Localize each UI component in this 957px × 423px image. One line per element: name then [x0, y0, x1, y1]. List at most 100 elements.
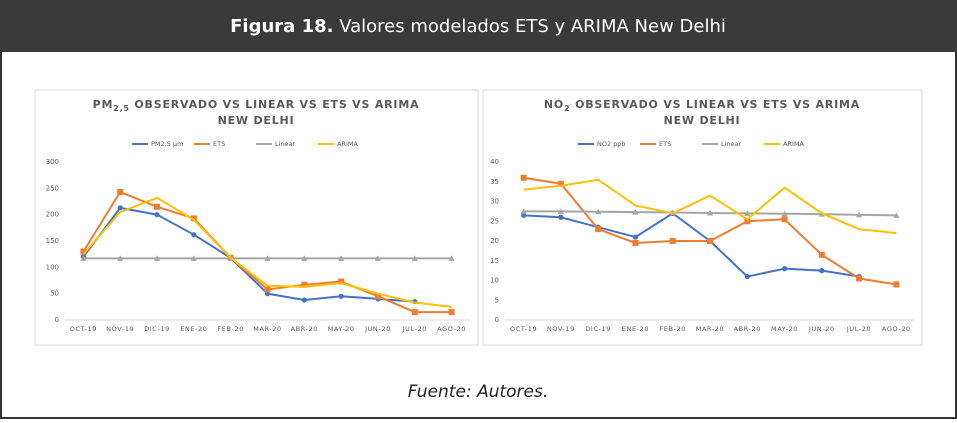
x-tick-label: JUL-20 [402, 325, 427, 333]
title-part: OBSERVADO VS LINEAR VS ETS VS ARIMA [570, 98, 860, 111]
point [80, 255, 87, 261]
point [744, 218, 751, 225]
x-tick-label: DIC-19 [144, 325, 170, 333]
x-tick-label: OCT-19 [70, 325, 97, 333]
x-tick-label: FEB-20 [659, 325, 686, 333]
point [448, 255, 455, 261]
point [893, 281, 900, 288]
point [558, 214, 564, 220]
point [374, 255, 381, 261]
y-tick-label: 15 [490, 257, 499, 265]
point [557, 180, 564, 187]
y-tick-label: 150 [46, 237, 59, 245]
point [338, 293, 344, 299]
y-tick-label: 0 [55, 316, 59, 324]
point [781, 216, 788, 223]
chart-title: NEW DELHI [664, 114, 741, 127]
title-subscript: 2 [564, 104, 570, 113]
y-tick-label: 250 [46, 184, 59, 192]
title-subscript: 2,5 [113, 104, 130, 113]
point [781, 266, 788, 272]
point [117, 255, 124, 261]
x-tick-label: AGO-20 [437, 325, 466, 333]
x-tick-label: AGO-20 [882, 325, 911, 333]
point [744, 210, 751, 216]
x-tick-label: FEB-20 [217, 325, 244, 333]
y-tick-label: 200 [46, 211, 59, 219]
point [117, 189, 124, 196]
header-band [0, 0, 957, 52]
x-tick-label: MAR-20 [253, 325, 282, 333]
point [190, 215, 197, 222]
chart-box [34, 89, 479, 346]
series-line [82, 196, 452, 308]
point [264, 255, 271, 261]
y-tick-label: 35 [490, 178, 499, 186]
x-tick-label: NOV-19 [547, 325, 575, 333]
y-tick-label: 25 [490, 217, 499, 225]
point [595, 226, 602, 233]
point [781, 210, 788, 217]
series-line [82, 206, 415, 303]
point [893, 212, 900, 218]
point [301, 255, 308, 261]
point [374, 293, 381, 300]
y-tick-label: 50 [50, 290, 59, 298]
title-part: NO [544, 98, 564, 111]
title-part: OBSERVADO VS LINEAR VS ETS VS ARIMA [130, 98, 420, 111]
point [338, 255, 345, 261]
x-tick-label: DIC-19 [585, 325, 611, 333]
point [521, 212, 527, 218]
point [557, 208, 564, 214]
x-tick-label: ABR-20 [291, 325, 318, 333]
point [190, 255, 197, 261]
header-label: Figura 18. [230, 16, 333, 37]
legend-label: PM2,5 µm [151, 140, 183, 148]
point [632, 209, 639, 215]
x-tick-label: ABR-20 [734, 325, 761, 333]
point [117, 205, 123, 211]
chart-title: NO2 OBSERVADO VS LINEAR VS ETS VS ARIMA [544, 98, 860, 113]
x-tick-label: ENE-20 [622, 325, 649, 333]
header: Figura 18. Valores modelados ETS y ARIMA… [230, 16, 726, 37]
header-text: Valores modelados ETS y ARIMA New Delhi [339, 16, 726, 37]
point [632, 234, 639, 240]
point [154, 212, 160, 218]
y-tick-label: 10 [490, 277, 499, 285]
source: Fuente: Autores. [408, 382, 549, 402]
point [338, 278, 345, 285]
legend-label: NO2 ppb [597, 140, 626, 148]
legend-label: ETS [213, 140, 225, 148]
point [411, 309, 418, 316]
y-tick-label: 100 [46, 263, 59, 271]
point [744, 273, 750, 280]
x-tick-label: JUL-20 [846, 325, 871, 333]
x-tick-label: MAR-20 [696, 325, 725, 333]
point [707, 238, 713, 244]
y-tick-label: 5 [495, 296, 499, 304]
point [154, 203, 161, 210]
title-part: PM [93, 98, 114, 111]
x-tick-label: JUN-20 [364, 325, 391, 333]
x-tick-label: MAY-20 [771, 325, 798, 333]
point [448, 309, 455, 316]
point [856, 275, 863, 282]
point [301, 281, 308, 288]
legend-label: ETS [659, 140, 671, 148]
point [818, 251, 825, 258]
point [707, 209, 713, 216]
legend-label: ARIMA [337, 140, 358, 148]
legend-label: Linear [275, 140, 296, 148]
x-tick-label: OCT-19 [510, 325, 537, 333]
point [264, 286, 271, 293]
chart-title: NEW DELHI [218, 114, 295, 127]
point [819, 268, 825, 274]
series-line [523, 212, 860, 278]
point [669, 238, 676, 244]
series-line [523, 178, 897, 235]
point [632, 239, 639, 246]
point [595, 208, 602, 215]
legend-label: ARIMA [783, 140, 804, 148]
y-tick-label: 20 [490, 237, 499, 245]
